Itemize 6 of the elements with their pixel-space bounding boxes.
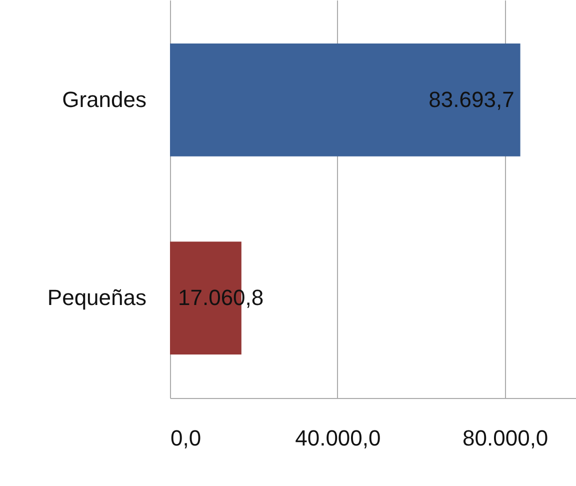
- x-tick-label: 40.000,0: [295, 426, 381, 450]
- y-tick-label: Pequeñas: [47, 285, 146, 310]
- x-tick-label: 0,0: [170, 426, 202, 450]
- y-tick-label: Grandes: [62, 86, 146, 112]
- x-tick-label: 80.000,0: [462, 426, 548, 450]
- data-label: 83.693,7: [428, 86, 514, 112]
